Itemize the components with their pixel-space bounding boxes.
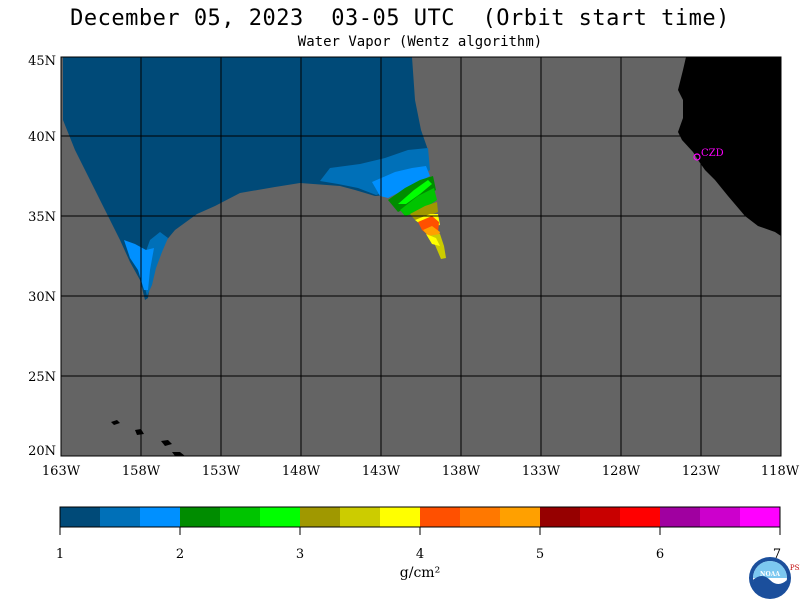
colorbar-swatch (420, 507, 461, 527)
colorbar-swatch (740, 507, 781, 527)
land-hawaii-kauai (111, 420, 120, 425)
lon-labels: 163W 158W 153W 148W 143W 138W 133W 128W … (42, 464, 800, 479)
colorbar-swatch (100, 507, 141, 527)
colorbar-tick-label: 5 (536, 547, 544, 562)
lon-label: 143W (362, 464, 401, 479)
colorbar-tick-label: 6 (656, 547, 664, 562)
lat-labels: 45N 40N 35N 30N 25N 20N (28, 54, 56, 459)
lon-label: 153W (202, 464, 241, 479)
lon-label: 118W (761, 464, 800, 479)
colorbar-swatch (340, 507, 381, 527)
colorbar-swatch (140, 507, 181, 527)
map-graticule (61, 57, 781, 456)
swath-band-green (400, 188, 437, 216)
lon-label: 133W (522, 464, 561, 479)
land-hawaii-maui (161, 440, 172, 446)
lat-label: 20N (28, 444, 56, 459)
colorbar-swatch (260, 507, 301, 527)
colorbar-tick-label: 4 (416, 547, 424, 562)
lat-label: 45N (28, 54, 56, 69)
colorbar-swatch (700, 507, 741, 527)
land-california (678, 57, 781, 236)
swath-band-tail-bright (426, 234, 440, 246)
colorbar-tick-label: 3 (296, 547, 304, 562)
lon-label: 123W (682, 464, 721, 479)
colorbar-swatch (540, 507, 581, 527)
swath-band-bright-blue (372, 166, 430, 198)
colorbar-swatch (60, 507, 101, 527)
lat-label: 30N (28, 290, 56, 305)
lat-label: 25N (28, 370, 56, 385)
lon-label: 138W (442, 464, 481, 479)
lat-label: 40N (28, 130, 56, 145)
swath-band-bright-blue-2 (124, 240, 154, 290)
colorbar-tick-label: 7 (773, 547, 781, 562)
land-hawaii-oahu (135, 429, 144, 435)
swath-band-bright-green (398, 180, 432, 204)
colorbar-swatch (500, 507, 541, 527)
colorbar-tick-label: 2 (176, 547, 184, 562)
colorbar-swatch (180, 507, 221, 527)
colorbar (60, 507, 781, 527)
lon-label: 148W (282, 464, 321, 479)
psl-logo-icon: PSL (790, 564, 800, 572)
colorbar-swatch (300, 507, 341, 527)
noaa-logo-icon: NOAA (749, 557, 791, 599)
psl-logo-text: PSL (790, 564, 800, 572)
map-subtitle: Water Vapor (Wentz algorithm) (297, 34, 543, 50)
colorbar-unit-label: g/cm² (400, 565, 440, 581)
lat-label: 35N (28, 210, 56, 225)
station-label: CZD (701, 148, 724, 159)
land-hawaii-big (172, 452, 185, 456)
lon-label: 163W (42, 464, 81, 479)
lon-label: 158W (122, 464, 161, 479)
lon-label: 128W (602, 464, 641, 479)
colorbar-swatch (460, 507, 501, 527)
colorbar-swatch (660, 507, 701, 527)
colorbar-swatch (380, 507, 421, 527)
colorbar-swatch (220, 507, 261, 527)
colorbar-ticks: 1 2 3 4 5 6 7 (56, 527, 781, 562)
colorbar-swatch (580, 507, 621, 527)
colorbar-tick-label: 1 (56, 547, 64, 562)
station-marker-icon (693, 153, 701, 161)
map-frame (60, 56, 782, 457)
colorbar-swatch (620, 507, 661, 527)
map-title: December 05, 2023 03-05 UTC (Orbit start… (70, 6, 730, 31)
noaa-logo-text: NOAA (760, 571, 780, 578)
